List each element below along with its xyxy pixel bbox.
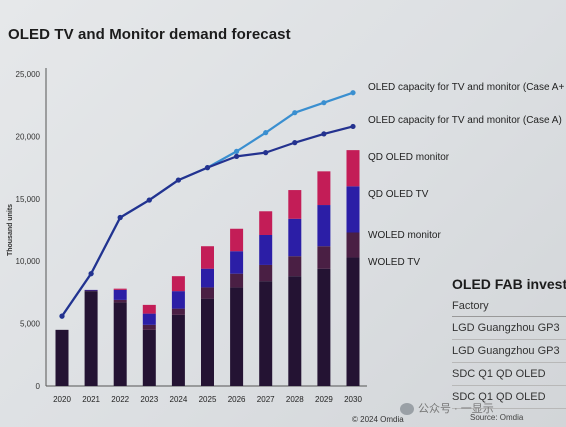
bar-segment [288, 190, 302, 219]
chart-title: OLED TV and Monitor demand forecast [8, 26, 291, 43]
bar-segment [55, 329, 69, 386]
bar-segment [346, 257, 360, 386]
series-legend-label: WOLED TV [368, 257, 420, 268]
source-note: Source: Omdia [470, 413, 524, 422]
bar-segment [142, 304, 156, 314]
line-point [234, 153, 240, 159]
line-legend-label: OLED capacity for TV and monitor (Case A… [368, 82, 564, 93]
x-tick-label: 2029 [315, 395, 333, 404]
line-point [88, 271, 94, 277]
line-point [117, 214, 123, 221]
x-tick-label: 2026 [228, 395, 246, 404]
line-point [234, 148, 240, 154]
x-tick-label: 2024 [170, 395, 188, 404]
bar-segment [201, 287, 214, 299]
line-point [175, 177, 181, 183]
bar-segment [201, 298, 214, 386]
bar-segment [171, 308, 185, 315]
x-tick-label: 2023 [140, 395, 158, 404]
line-point [350, 123, 356, 130]
bar-segment [84, 291, 98, 386]
line-legend-label: OLED capacity for TV and monitor (Case A… [368, 115, 562, 126]
x-tick-label: 2021 [82, 395, 100, 404]
y-tick-label: 0 [36, 382, 41, 391]
line-point [350, 90, 356, 96]
bar-segment [201, 268, 214, 288]
bar-segment [142, 324, 156, 330]
watermark-text: 公众号 · 一显示 [418, 403, 494, 415]
bar-segment [317, 246, 331, 269]
bar-segment [142, 313, 156, 325]
line-point [204, 165, 211, 171]
series-legend-label: QD OLED TV [368, 189, 429, 200]
fab-table-header: Factory [452, 296, 566, 317]
y-axis-label: Thousand units [7, 204, 14, 256]
bar-segment [171, 276, 185, 292]
bar-segment [84, 290, 98, 292]
y-tick-label: 10,000 [16, 257, 41, 266]
wechat-icon [400, 403, 414, 416]
y-tick-label: 25,000 [16, 70, 41, 79]
copyright-note: © 2024 Omdia [352, 415, 404, 424]
bar-segment [113, 302, 127, 386]
bar-segment [230, 228, 244, 252]
bar-segment [288, 256, 302, 277]
fab-table-row: LGD Guangzhou GP3 [452, 317, 566, 340]
bar-segment [230, 251, 244, 274]
y-tick-label: 20,000 [16, 132, 41, 141]
line-point [292, 140, 298, 146]
bar-segment [201, 246, 214, 269]
watermark: 公众号 · 一显示 [400, 400, 494, 416]
line-point [321, 131, 327, 137]
line-point [292, 110, 298, 116]
bar-segment [84, 289, 98, 291]
bar-segment [113, 289, 127, 300]
bar-segment [317, 268, 331, 386]
bar-segment [259, 264, 273, 282]
x-tick-label: 2022 [111, 395, 129, 404]
bar-segment [171, 291, 185, 309]
bar-segment [288, 218, 302, 257]
bar-segment [346, 232, 360, 258]
bar-segment [259, 234, 273, 265]
series-legend-label: WOLED monitor [368, 230, 441, 241]
bar-segment [113, 299, 127, 303]
bar-segment [346, 150, 360, 187]
fab-table-row: SDC Q1 QD OLED [452, 363, 566, 386]
bar-segment [317, 205, 331, 247]
bar-segment [142, 329, 156, 386]
y-tick-label: 5,000 [20, 320, 41, 329]
line-point [59, 313, 65, 319]
x-tick-label: 2030 [344, 395, 362, 404]
line-point [263, 130, 269, 136]
x-tick-label: 2028 [286, 395, 304, 404]
fab-table: Factory LGD Guangzhou GP3 LGD Guangzhou … [452, 296, 566, 409]
line-point [263, 150, 269, 156]
bar-segment [288, 276, 302, 386]
fab-table-row: SDC Q1 QD OLED [452, 386, 566, 409]
bar-segment [230, 273, 244, 288]
x-tick-label: 2020 [53, 395, 71, 404]
x-tick-label: 2025 [199, 395, 217, 404]
bar-segment [346, 186, 360, 233]
bar-segment [259, 281, 273, 386]
bar-segment [230, 287, 244, 386]
series-legend-label: QD OLED monitor [368, 152, 450, 163]
line-point [146, 197, 152, 203]
x-tick-label: 2027 [257, 395, 275, 404]
bar-segment [259, 211, 273, 235]
y-tick-label: 15,000 [16, 195, 41, 204]
fab-investment-title: OLED FAB investm [452, 276, 566, 292]
line-point [321, 100, 327, 106]
fab-table-row: LGD Guangzhou GP3 [452, 340, 566, 363]
bar-segment [113, 288, 127, 290]
bar-segment [171, 314, 185, 386]
bar-segment [317, 171, 331, 206]
